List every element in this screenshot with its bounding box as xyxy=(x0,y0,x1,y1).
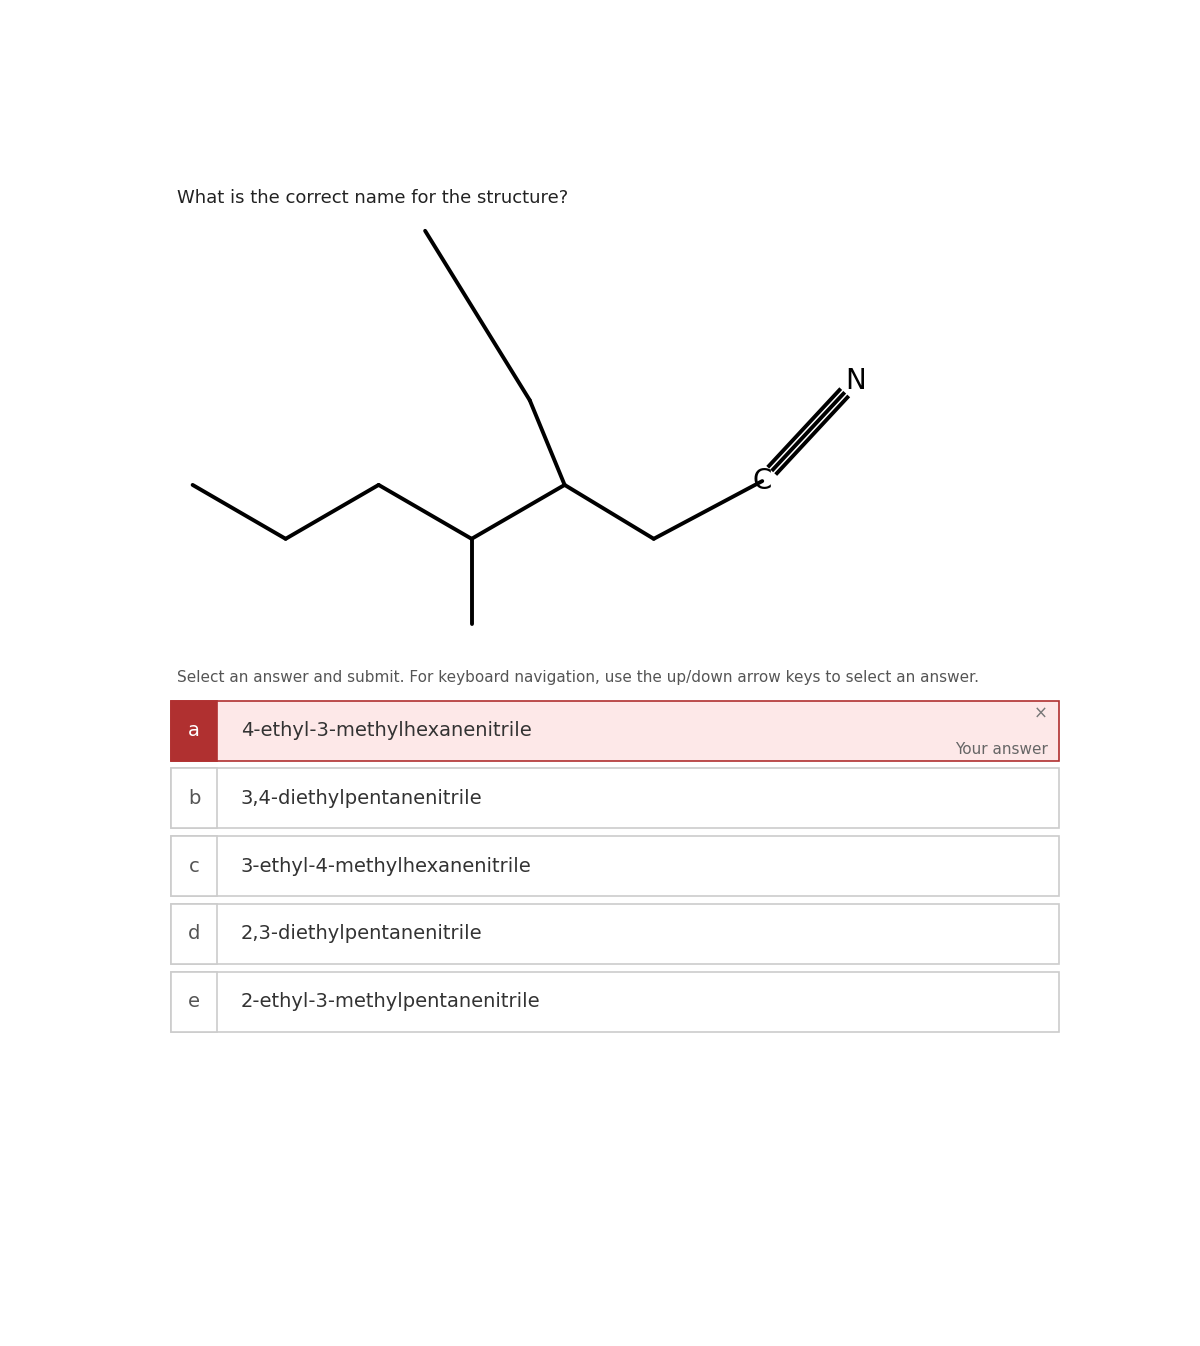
FancyBboxPatch shape xyxy=(170,972,1060,1031)
Text: e: e xyxy=(188,992,200,1011)
Text: Select an answer and submit. For keyboard navigation, use the up/down arrow keys: Select an answer and submit. For keyboar… xyxy=(178,670,979,685)
FancyBboxPatch shape xyxy=(170,836,1060,896)
Text: ×: × xyxy=(1033,704,1048,723)
Text: 2,3-diethylpentanenitrile: 2,3-diethylpentanenitrile xyxy=(241,925,482,944)
Text: What is the correct name for the structure?: What is the correct name for the structu… xyxy=(178,190,569,207)
Text: Your answer: Your answer xyxy=(954,742,1048,756)
FancyBboxPatch shape xyxy=(170,700,1060,760)
Text: N: N xyxy=(845,367,865,394)
Text: 2-ethyl-3-methylpentanenitrile: 2-ethyl-3-methylpentanenitrile xyxy=(241,992,540,1011)
Text: 4-ethyl-3-methylhexanenitrile: 4-ethyl-3-methylhexanenitrile xyxy=(241,721,532,740)
FancyBboxPatch shape xyxy=(170,769,217,828)
FancyBboxPatch shape xyxy=(170,903,217,964)
Text: a: a xyxy=(188,721,200,740)
FancyBboxPatch shape xyxy=(170,769,1060,828)
Text: C: C xyxy=(752,467,772,495)
Text: c: c xyxy=(188,856,199,875)
Text: d: d xyxy=(188,925,200,944)
Text: b: b xyxy=(188,789,200,808)
FancyBboxPatch shape xyxy=(170,972,217,1031)
Text: 3-ethyl-4-methylhexanenitrile: 3-ethyl-4-methylhexanenitrile xyxy=(241,856,532,875)
FancyBboxPatch shape xyxy=(170,903,1060,964)
FancyBboxPatch shape xyxy=(170,836,217,896)
FancyBboxPatch shape xyxy=(170,700,217,760)
Text: 3,4-diethylpentanenitrile: 3,4-diethylpentanenitrile xyxy=(241,789,482,808)
